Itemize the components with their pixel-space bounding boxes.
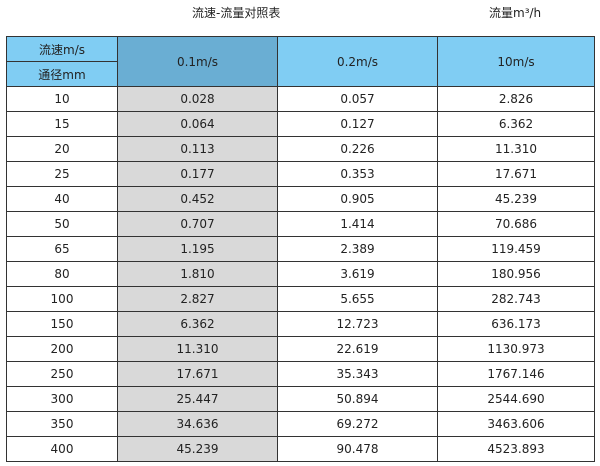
flow-cell: 70.686 [437, 211, 595, 237]
flow-cell: 2.389 [277, 236, 438, 262]
flow-cell: 12.723 [277, 311, 438, 337]
flow-cell: 1.810 [117, 261, 278, 287]
diameter-cell: 50 [6, 211, 118, 237]
diameter-cell: 40 [6, 186, 118, 212]
flow-cell: 11.310 [117, 336, 278, 362]
column-header: 10m/s [437, 36, 595, 87]
table-row: 300 25.447 50.894 2544.690 [6, 386, 595, 412]
flow-cell: 90.478 [277, 436, 438, 462]
flow-cell: 2.826 [437, 86, 595, 112]
velocity-header: 流速m/s [6, 36, 118, 62]
table-row: 15 0.064 0.127 6.362 [6, 111, 595, 137]
diameter-cell: 400 [6, 436, 118, 462]
flow-cell: 0.064 [117, 111, 278, 137]
flow-table: 流速m/s 0.1m/s 0.2m/s 10m/s 通径mm 10 0.028 0.… [6, 36, 595, 462]
flow-cell: 1130.973 [437, 336, 595, 362]
diameter-cell: 20 [6, 136, 118, 162]
flow-cell: 35.343 [277, 361, 438, 387]
flow-cell: 3463.606 [437, 411, 595, 437]
flow-cell: 5.655 [277, 286, 438, 312]
flow-cell: 0.113 [117, 136, 278, 162]
table-row: 250 17.671 35.343 1767.146 [6, 361, 595, 387]
table-row: 10 0.028 0.057 2.826 [6, 86, 595, 112]
flow-cell: 45.239 [437, 186, 595, 212]
flow-cell: 0.226 [277, 136, 438, 162]
flow-cell: 0.353 [277, 161, 438, 187]
table-row: 50 0.707 1.414 70.686 [6, 211, 595, 237]
flow-cell: 0.028 [117, 86, 278, 112]
table-row: 80 1.810 3.619 180.956 [6, 261, 595, 287]
flow-cell: 45.239 [117, 436, 278, 462]
flow-cell: 17.671 [437, 161, 595, 187]
flow-cell: 50.894 [277, 386, 438, 412]
diameter-cell: 350 [6, 411, 118, 437]
diameter-cell: 150 [6, 311, 118, 337]
flow-cell: 0.127 [277, 111, 438, 137]
flow-cell: 6.362 [117, 311, 278, 337]
table-row: 400 45.239 90.478 4523.893 [6, 436, 595, 462]
diameter-cell: 65 [6, 236, 118, 262]
diameter-cell: 250 [6, 361, 118, 387]
flow-cell: 282.743 [437, 286, 595, 312]
table-row: 150 6.362 12.723 636.173 [6, 311, 595, 337]
flow-cell: 636.173 [437, 311, 595, 337]
diameter-cell: 100 [6, 286, 118, 312]
diameter-cell: 200 [6, 336, 118, 362]
flow-cell: 119.459 [437, 236, 595, 262]
table-row: 200 11.310 22.619 1130.973 [6, 336, 595, 362]
flow-cell: 3.619 [277, 261, 438, 287]
flow-cell: 1.414 [277, 211, 438, 237]
table-row: 65 1.195 2.389 119.459 [6, 236, 595, 262]
flow-cell: 0.177 [117, 161, 278, 187]
flow-cell: 0.452 [117, 186, 278, 212]
table-row: 100 2.827 5.655 282.743 [6, 286, 595, 312]
flow-cell: 6.362 [437, 111, 595, 137]
diameter-cell: 80 [6, 261, 118, 287]
flow-cell: 11.310 [437, 136, 595, 162]
diameter-cell: 25 [6, 161, 118, 187]
diameter-cell: 300 [6, 386, 118, 412]
diameter-header: 通径mm [6, 61, 118, 87]
table-title: 流速-流量对照表 [192, 6, 281, 20]
unit-label: 流量m³/h [489, 6, 542, 20]
flow-cell: 0.905 [277, 186, 438, 212]
flow-cell: 0.057 [277, 86, 438, 112]
column-header: 0.1m/s [117, 36, 278, 87]
diameter-cell: 10 [6, 86, 118, 112]
diameter-cell: 15 [6, 111, 118, 137]
table-row: 25 0.177 0.353 17.671 [6, 161, 595, 187]
column-header: 0.2m/s [277, 36, 438, 87]
table-row: 40 0.452 0.905 45.239 [6, 186, 595, 212]
flow-cell: 4523.893 [437, 436, 595, 462]
flow-cell: 1.195 [117, 236, 278, 262]
flow-cell: 180.956 [437, 261, 595, 287]
flow-cell: 2.827 [117, 286, 278, 312]
flow-cell: 2544.690 [437, 386, 595, 412]
flow-cell: 17.671 [117, 361, 278, 387]
flow-cell: 22.619 [277, 336, 438, 362]
flow-cell: 25.447 [117, 386, 278, 412]
table-row: 350 34.636 69.272 3463.606 [6, 411, 595, 437]
table-row: 20 0.113 0.226 11.310 [6, 136, 595, 162]
flow-cell: 69.272 [277, 411, 438, 437]
flow-cell: 34.636 [117, 411, 278, 437]
flow-cell: 0.707 [117, 211, 278, 237]
flow-cell: 1767.146 [437, 361, 595, 387]
